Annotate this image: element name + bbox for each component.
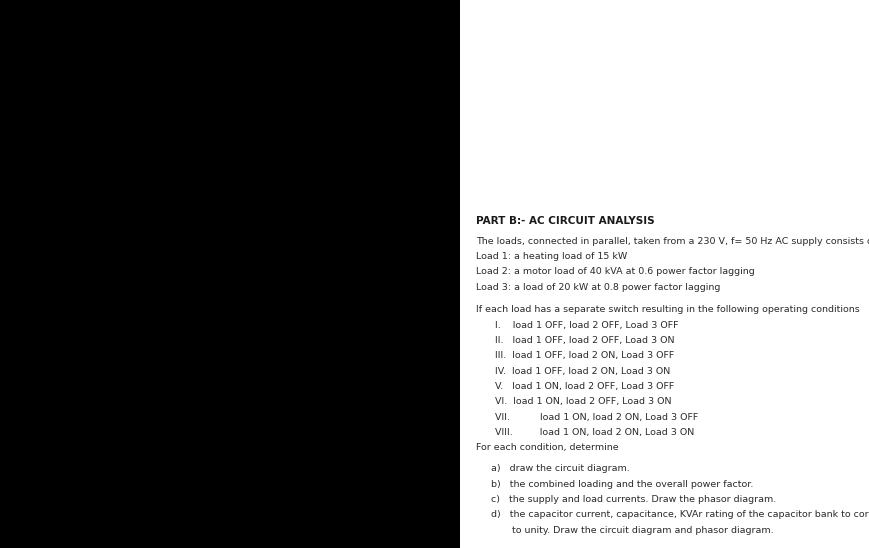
Text: III.  load 1 OFF, load 2 ON, Load 3 OFF: III. load 1 OFF, load 2 ON, Load 3 OFF: [494, 351, 673, 361]
Text: Load 3: a load of 20 kW at 0.8 power factor lagging: Load 3: a load of 20 kW at 0.8 power fac…: [475, 283, 720, 292]
Text: PART B:- AC CIRCUIT ANALYSIS: PART B:- AC CIRCUIT ANALYSIS: [475, 216, 653, 226]
Text: II.   load 1 OFF, load 2 OFF, Load 3 ON: II. load 1 OFF, load 2 OFF, Load 3 ON: [494, 336, 673, 345]
Text: VI.  load 1 ON, load 2 OFF, Load 3 ON: VI. load 1 ON, load 2 OFF, Load 3 ON: [494, 397, 671, 407]
Text: Load 2: a motor load of 40 kVA at 0.6 power factor lagging: Load 2: a motor load of 40 kVA at 0.6 po…: [475, 267, 753, 277]
Text: VIII.         load 1 ON, load 2 ON, Load 3 ON: VIII. load 1 ON, load 2 ON, Load 3 ON: [494, 428, 693, 437]
Text: VII.          load 1 ON, load 2 ON, Load 3 OFF: VII. load 1 ON, load 2 ON, Load 3 OFF: [494, 413, 697, 422]
Text: For each condition, determine: For each condition, determine: [475, 443, 618, 453]
Text: a)   draw the circuit diagram.: a) draw the circuit diagram.: [491, 464, 629, 473]
Text: V.   load 1 ON, load 2 OFF, Load 3 OFF: V. load 1 ON, load 2 OFF, Load 3 OFF: [494, 382, 673, 391]
Text: IV.  load 1 OFF, load 2 ON, Load 3 ON: IV. load 1 OFF, load 2 ON, Load 3 ON: [494, 367, 669, 376]
Text: c)   the supply and load currents. Draw the phasor diagram.: c) the supply and load currents. Draw th…: [491, 495, 776, 504]
Text: The loads, connected in parallel, taken from a 230 V, f= 50 Hz AC supply consist: The loads, connected in parallel, taken …: [475, 237, 869, 246]
Text: Load 1: a heating load of 15 kW: Load 1: a heating load of 15 kW: [475, 252, 627, 261]
Text: If each load has a separate switch resulting in the following operating conditio: If each load has a separate switch resul…: [475, 305, 859, 315]
Text: I.    load 1 OFF, load 2 OFF, Load 3 OFF: I. load 1 OFF, load 2 OFF, Load 3 OFF: [494, 321, 678, 330]
Text: b)   the combined loading and the overall power factor.: b) the combined loading and the overall …: [491, 480, 753, 489]
Text: d)   the capacitor current, capacitance, KVAr rating of the capacitor bank to co: d) the capacitor current, capacitance, K…: [491, 510, 869, 520]
FancyBboxPatch shape: [460, 0, 869, 548]
Text: to unity. Draw the circuit diagram and phasor diagram.: to unity. Draw the circuit diagram and p…: [491, 526, 773, 535]
